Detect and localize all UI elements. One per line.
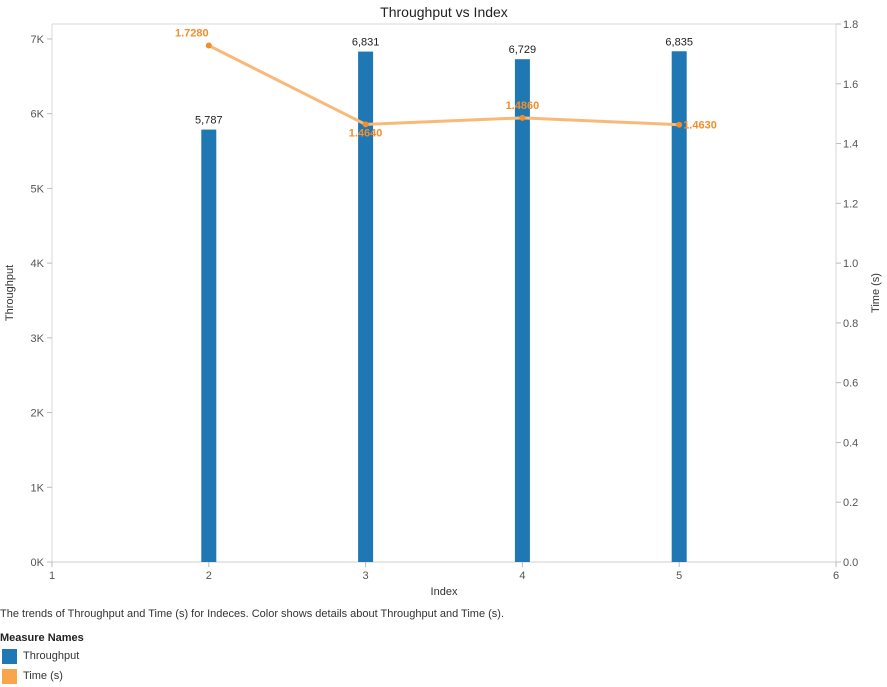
time-point-label-4: 1.4860 [506,100,540,112]
throughput-bar-label-4: 6,729 [509,44,537,56]
x-tick-label-0: 1 [49,570,55,582]
left-y-tick-label-4: 4K [31,258,45,270]
throughput-bar-5 [671,51,687,562]
x-axis-label: Index [431,586,458,598]
throughput-bar-label-5: 6,835 [665,36,693,48]
chart-area: Throughput vs Index 0K 1K 2K 3K 4K 5K 6K 7K 0.0 0.… [4,4,882,598]
time-point-3 [362,121,369,128]
throughput-bar-label-3: 6,831 [352,37,380,49]
right-y-tick-label-7: 1.4 [843,139,858,151]
left-y-tick-label-6: 6K [31,109,45,121]
right-y-tick-label-3: 0.6 [843,378,858,390]
time-point-label-3: 1.4640 [349,127,383,139]
left-y-axis-label: Throughput [4,265,16,321]
x-tick-label-5: 6 [833,570,839,582]
throughput-bar-3 [358,51,374,562]
legend-label-throughput: Throughput [23,650,80,662]
legend-title: Measure Names [0,632,84,644]
time-point-label-5: 1.4630 [683,120,717,132]
x-tick-label-2: 3 [363,570,369,582]
right-y-tick-label-1: 0.2 [843,497,858,509]
legend: Measure Names Throughput Time (s) [0,632,84,686]
right-y-tick-label-2: 0.4 [843,437,858,449]
right-y-tick-label-0: 0.0 [843,557,858,569]
throughput-bar-label-2: 5,787 [195,115,223,127]
legend-item-time[interactable]: Time (s) [0,666,84,686]
x-tick-label-4: 5 [676,570,682,582]
right-y-tick-label-9: 1.8 [843,19,858,31]
x-tick-label-3: 4 [519,570,525,582]
right-y-tick-label-4: 0.8 [843,318,858,330]
left-y-tick-label-2: 2K [31,408,45,420]
throughput-bar-4 [514,59,530,563]
left-y-tick-label-0: 0K [31,557,45,569]
left-y-tick-label-3: 3K [31,333,45,345]
legend-label-time: Time (s) [23,670,63,682]
right-y-tick-label-5: 1.0 [843,258,858,270]
right-y-tick-label-8: 1.6 [843,79,858,91]
x-tick-label-1: 2 [206,570,212,582]
legend-swatch-time [2,668,17,684]
time-point-4 [519,114,526,121]
legend-swatch-throughput [2,648,17,664]
legend-item-throughput[interactable]: Throughput [0,646,84,666]
chart-caption: The trends of Throughput and Time (s) fo… [0,608,505,620]
left-y-tick-label-7: 7K [31,34,45,46]
throughput-bar-2 [201,129,217,562]
time-point-5 [676,121,683,128]
left-y-tick-label-1: 1K [31,482,45,494]
chart-title: Throughput vs Index [380,4,508,20]
left-y-tick-label-5: 5K [31,183,45,195]
right-y-axis-label: Time (s) [870,273,882,313]
right-y-tick-label-6: 1.2 [843,198,858,210]
time-series-line [208,44,680,127]
time-point-2 [205,42,212,49]
time-point-label-2: 1.7280 [175,28,209,40]
combo-chart: Throughput vs Index 0K 1K 2K 3K 4K 5K 6K 7K 0.0 0.… [4,4,882,598]
